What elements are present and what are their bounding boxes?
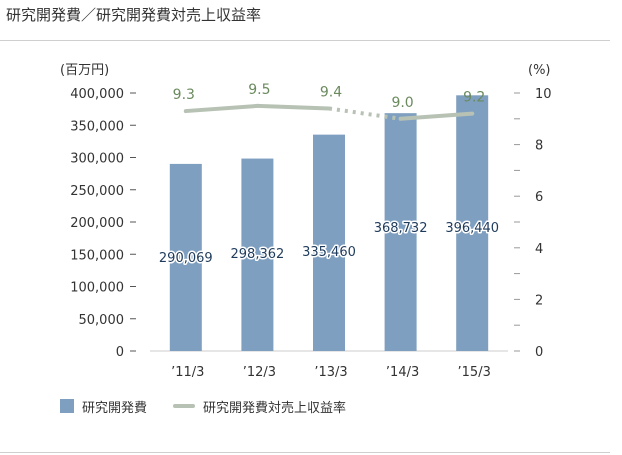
bar-value-label-halo: 396,440 bbox=[445, 221, 499, 236]
bar-value-label-halo: 368,732 bbox=[374, 221, 428, 236]
y-left-tick-label: 0 bbox=[116, 345, 124, 360]
y-right-tick-label: 4 bbox=[535, 242, 543, 257]
x-tick-label: ’12/3 bbox=[243, 365, 276, 380]
legend-line-swatch bbox=[173, 404, 196, 408]
y-right-tick-label: 8 bbox=[535, 139, 543, 154]
line-value-label: 9.5 bbox=[248, 82, 270, 98]
bar-value-label: 396,440 bbox=[445, 221, 499, 236]
bar bbox=[241, 158, 274, 351]
bar bbox=[313, 134, 345, 351]
y-right-tick-label: 10 bbox=[535, 87, 552, 102]
bar-value-label-halo: 298,362 bbox=[231, 247, 285, 262]
x-tick-label: ’13/3 bbox=[314, 365, 347, 380]
y-left-tick-label: 400,000 bbox=[70, 87, 124, 102]
bar-value-label-halo: 290,069 bbox=[159, 251, 213, 266]
y-left-unit-label: (百万円) bbox=[60, 63, 109, 78]
line-segment bbox=[255, 103, 331, 111]
line-segment bbox=[398, 111, 475, 121]
y-left-tick-label: 250,000 bbox=[70, 184, 124, 199]
line-value-label: 9.0 bbox=[391, 95, 413, 111]
y-right-unit-label: (%) bbox=[528, 63, 551, 78]
page-title: 研究開発費／研究開発費対売上収益率 bbox=[6, 6, 262, 24]
line-value-label: 9.4 bbox=[320, 84, 342, 100]
legend-item-rd-expense: 研究開発費 bbox=[60, 397, 147, 416]
y-right-tick-label: 2 bbox=[535, 293, 543, 308]
legend-bar-swatch bbox=[60, 399, 74, 413]
line-value-label: 9.2 bbox=[463, 90, 485, 106]
y-left-tick-label: 100,000 bbox=[70, 281, 124, 296]
bar-value-label: 368,732 bbox=[374, 221, 428, 236]
bar-value-label: 335,460 bbox=[302, 245, 356, 260]
x-tick-label: ’11/3 bbox=[171, 365, 204, 380]
bar-value-label-halo: 335,460 bbox=[302, 245, 356, 260]
y-left-tick-label: 200,000 bbox=[70, 216, 124, 231]
y-right-tick-label: 6 bbox=[535, 190, 543, 205]
line-value-label: 9.3 bbox=[173, 87, 195, 103]
line-segment bbox=[183, 103, 260, 114]
bottom-divider bbox=[0, 452, 610, 453]
x-tick-label: ’15/3 bbox=[458, 365, 491, 380]
legend: 研究開発費 研究開発費対売上収益率 bbox=[60, 397, 372, 416]
y-left-tick-label: 150,000 bbox=[70, 248, 124, 263]
bar-value-label: 298,362 bbox=[231, 247, 285, 262]
y-left-tick-label: 350,000 bbox=[70, 119, 124, 134]
bar-value-label: 290,069 bbox=[159, 251, 213, 266]
y-left-tick-label: 50,000 bbox=[79, 313, 125, 328]
y-right-tick-label: 0 bbox=[535, 345, 543, 360]
y-left-tick-label: 300,000 bbox=[70, 152, 124, 167]
top-divider bbox=[0, 40, 610, 41]
bar bbox=[169, 163, 202, 351]
bar bbox=[456, 95, 489, 351]
legend-bar-label: 研究開発費 bbox=[82, 400, 148, 416]
bar bbox=[384, 113, 417, 351]
x-tick-label: ’14/3 bbox=[386, 365, 419, 380]
legend-item-rd-ratio: 研究開発費対売上収益率 bbox=[173, 397, 346, 416]
legend-line-label: 研究開発費対売上収益率 bbox=[203, 400, 347, 416]
